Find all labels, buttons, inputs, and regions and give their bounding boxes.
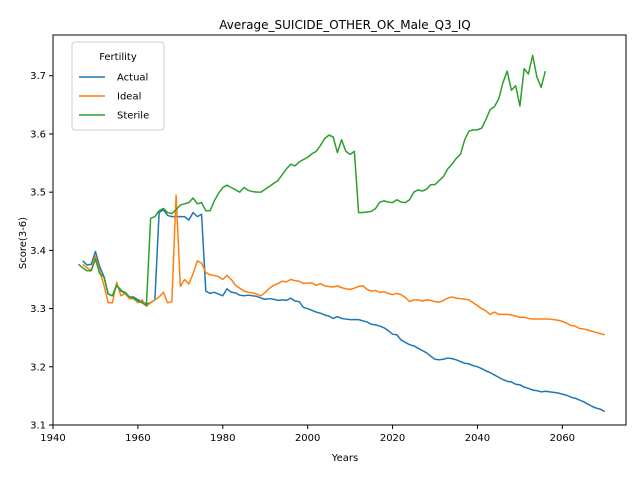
series-layer [77,54,606,413]
legend: Fertility Actual Ideal Sterile [71,41,165,131]
x-axis-label: Years [331,453,358,464]
legend-label-ideal: Ideal [117,92,141,103]
x-tick-label: 1980 [210,433,235,444]
legend-entries: Actual Ideal Sterile [79,73,149,122]
x-tick-label: 1960 [125,433,150,444]
y-tick-label: 3.3 [30,304,46,315]
series-line-ideal [82,194,605,336]
legend-box [71,41,165,131]
x-tick-label: 2020 [380,433,405,444]
y-tick-label: 3.2 [30,362,46,373]
y-tick-label: 3.4 [30,246,46,257]
y-axis-ticks: 3.1 3.2 3.3 3.4 3.5 3.6 3.7 [30,71,53,432]
y-tick-label: 3.6 [30,129,46,140]
chart-title: Average_SUICIDE_OTHER_OK_Male_Q3_IQ [219,18,470,32]
y-tick-label: 3.5 [30,188,46,199]
x-tick-label: 2000 [295,433,320,444]
y-axis-label: Score(3-6) [18,217,29,269]
y-tick-label: 3.7 [30,71,46,82]
y-tick-label: 3.1 [30,421,46,432]
legend-label-sterile: Sterile [117,111,149,122]
axes-frame [52,34,627,426]
x-axis-ticks: 1940 1960 1980 2000 2020 2040 2060 [40,425,575,444]
x-tick-label: 2060 [550,433,575,444]
series-line-sterile [77,54,547,307]
legend-title: Fertility [99,52,137,63]
legend-label-actual: Actual [117,73,148,84]
series-line-actual [82,208,606,413]
x-tick-label: 2040 [465,433,490,444]
x-tick-label: 1940 [40,433,65,444]
